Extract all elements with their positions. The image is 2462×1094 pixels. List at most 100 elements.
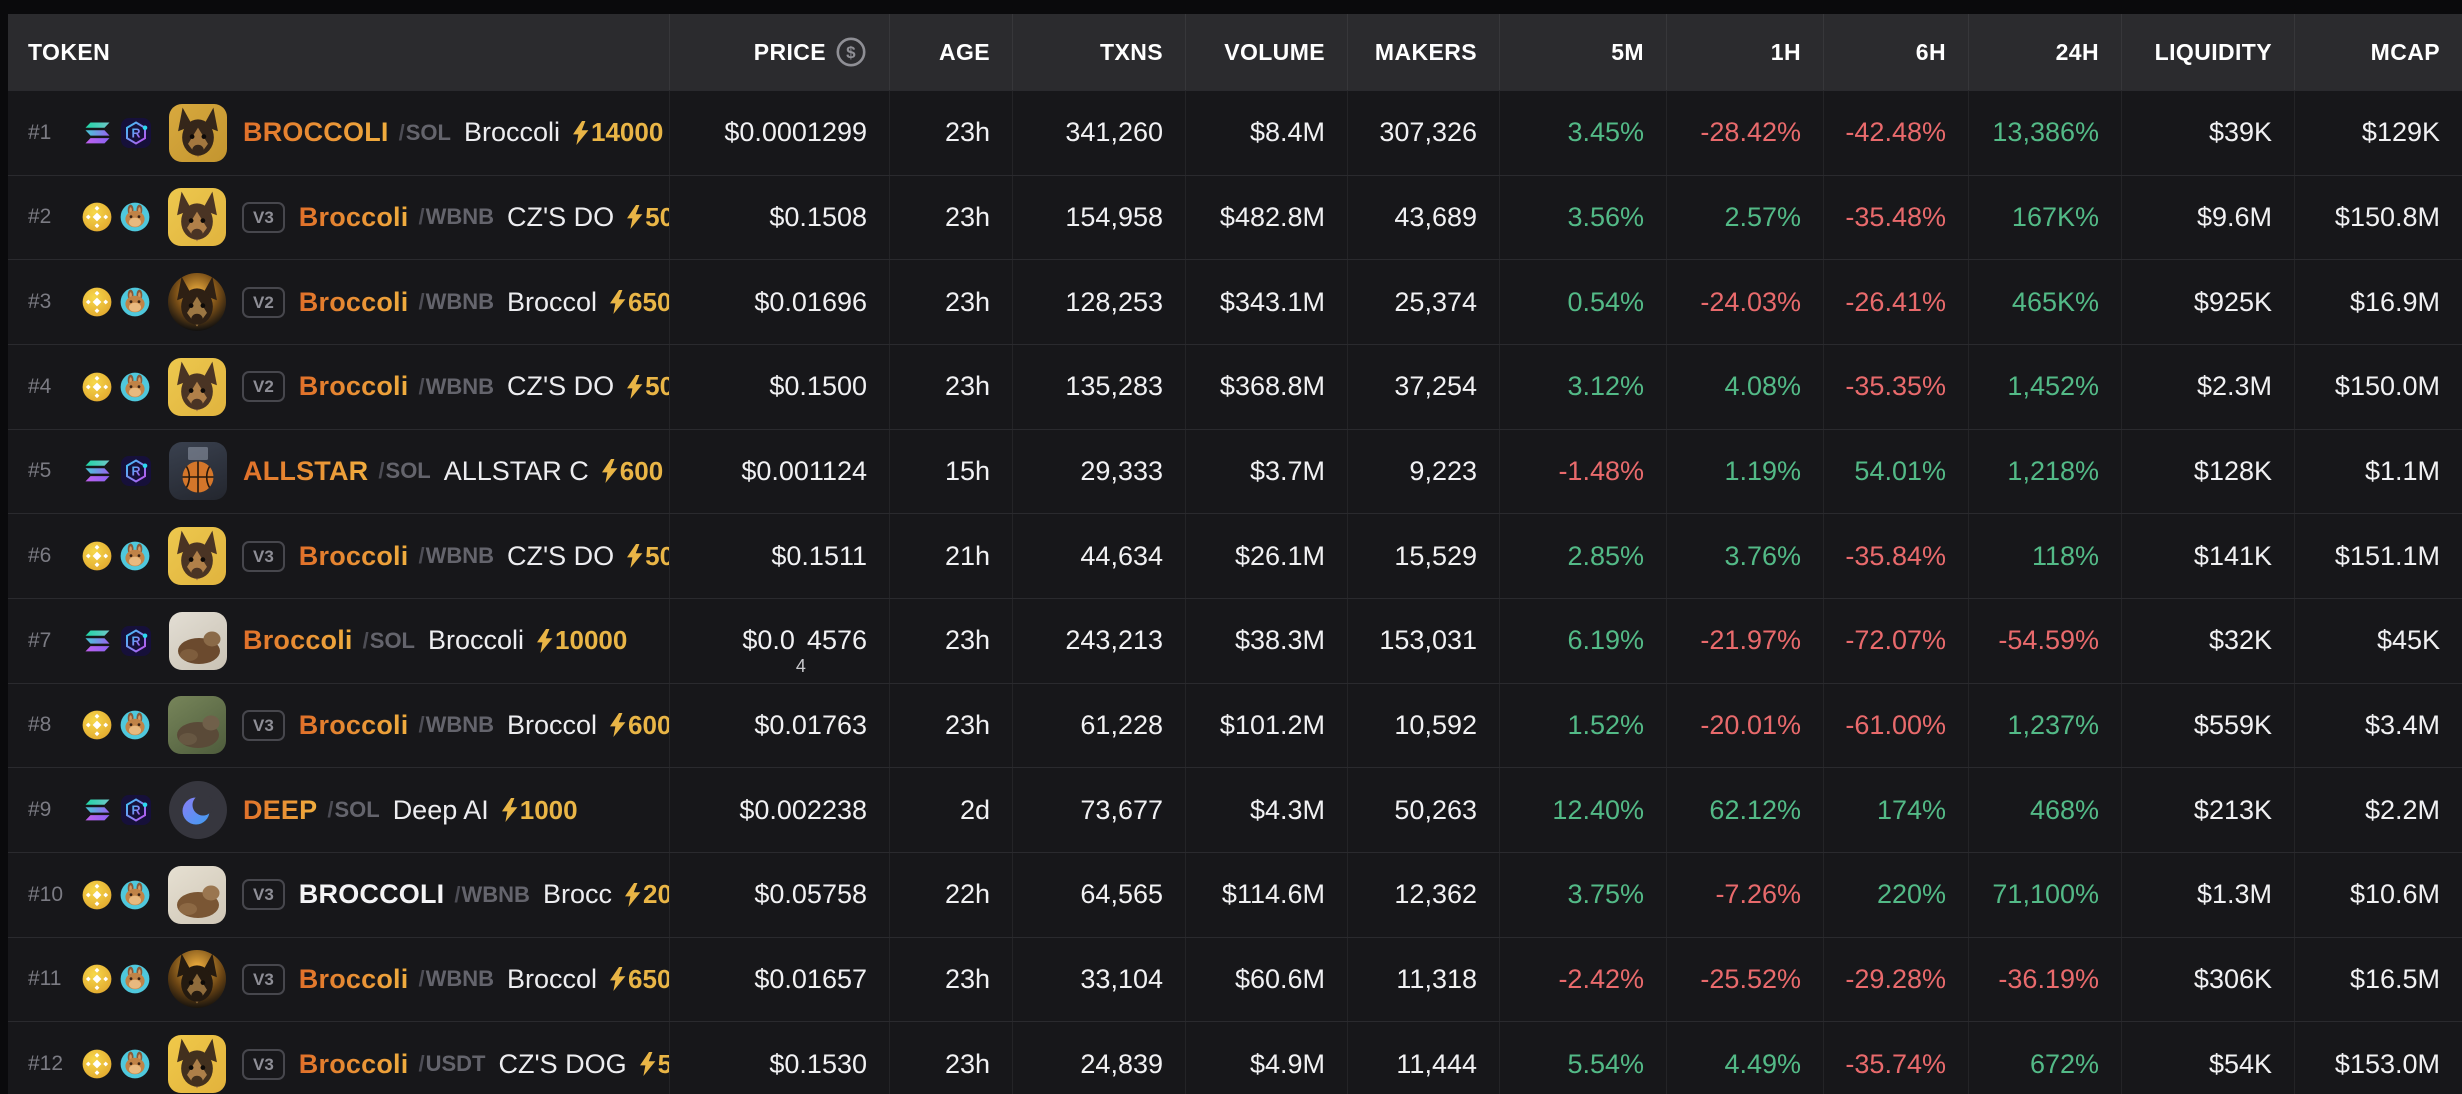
quote-token: /SOL xyxy=(399,120,451,146)
header-txns[interactable]: TXNS xyxy=(1013,14,1186,90)
quote-token-label: USDT xyxy=(425,1051,486,1077)
change-1h-cell-value: -20.01% xyxy=(1700,709,1801,740)
header-liquidity[interactable]: LIQUIDITY xyxy=(2122,14,2295,90)
change-1h-cell-value: -25.52% xyxy=(1700,963,1801,994)
boost-badge[interactable]: 200 xyxy=(624,879,669,910)
makers-cell: 37,254 xyxy=(1348,344,1500,429)
mcap-cell-value: $129K xyxy=(2361,117,2440,148)
change-24h-cell: 118% xyxy=(1969,514,2122,598)
header-price[interactable]: PRICE $ xyxy=(670,14,890,90)
boost-badge[interactable]: 500 xyxy=(639,1049,669,1080)
txns-cell: 64,565 xyxy=(1013,852,1186,937)
txns-cell-value: 135,283 xyxy=(1065,371,1163,402)
change-6h-cell-value: -61.00% xyxy=(1845,709,1946,740)
token-row[interactable]: #9 R DEEP/SOL Deep AI 1000 $0.002238 2d 73,67… xyxy=(8,767,2462,852)
header-6h[interactable]: 6H xyxy=(1824,14,1969,90)
makers-cell: 307,326 xyxy=(1348,91,1500,175)
token-rank: #7 xyxy=(28,628,52,652)
makers-cell-value: 9,223 xyxy=(1409,455,1477,486)
token-row[interactable]: #3 V2 Broccoli/WBNB Broccol 650 $0.01696 23h 1… xyxy=(8,259,2462,344)
token-symbol: BROCCOLI xyxy=(298,879,445,910)
header-token[interactable]: TOKEN xyxy=(8,14,670,90)
change-6h-cell: -26.41% xyxy=(1824,260,1969,344)
boost-badge[interactable]: 500 xyxy=(626,202,669,233)
header-1h[interactable]: 1H xyxy=(1667,14,1824,90)
token-avatar xyxy=(168,865,226,924)
boost-amount: 600 xyxy=(628,709,670,740)
token-row[interactable]: #8 V3 Broccoli/WBNB Broccol 600 $0.01763 23h 6… xyxy=(8,682,2462,768)
token-row[interactable]: #1 R BROCCOLI/SOL Broccoli 14000 $0.0001299… xyxy=(8,90,2462,175)
change-24h-cell: 1,237% xyxy=(1969,683,2122,768)
boost-badge[interactable]: 10000 xyxy=(536,625,627,656)
boost-badge[interactable]: 500 xyxy=(626,371,669,402)
boost-badge[interactable]: 14000 xyxy=(572,117,663,148)
change-6h-cell: -35.35% xyxy=(1824,344,1969,429)
pancakeswap-dex-icon xyxy=(120,287,150,317)
pool-version-badge: V3 xyxy=(242,963,285,995)
liquidity-cell: $559K xyxy=(2122,683,2295,768)
mcap-cell-value: $153.0M xyxy=(2334,1048,2440,1079)
volume-cell-value: $4.9M xyxy=(1249,1048,1325,1079)
boost-badge[interactable]: 500 xyxy=(626,541,669,572)
header-24h[interactable]: 24H xyxy=(1969,14,2122,90)
price-main: $0.1500 xyxy=(769,371,867,402)
boost-badge[interactable]: 600 xyxy=(609,709,670,741)
age-cell: 23h xyxy=(890,175,1013,260)
boost-badge[interactable]: 650 xyxy=(609,287,669,318)
change-5m-cell-value: 2.85% xyxy=(1567,540,1644,571)
age-cell-value: 23h xyxy=(944,117,990,148)
token-row[interactable]: #11 V3 Broccoli/WBNB Broccol 650 $0.01657 23h… xyxy=(8,936,2462,1022)
header-makers[interactable]: MAKERS xyxy=(1348,14,1500,90)
pancakeswap-dex-icon xyxy=(120,880,150,910)
change-5m-cell: 3.12% xyxy=(1500,344,1667,429)
quote-token: /WBNB xyxy=(418,204,494,230)
quote-token-label: WBNB xyxy=(425,289,494,315)
token-rank: #2 xyxy=(28,205,52,229)
price-cell: $0.1508 xyxy=(670,175,890,260)
change-5m-cell-value: 3.75% xyxy=(1567,879,1644,910)
token-avatar xyxy=(168,950,226,1009)
token-row[interactable]: #7 R Broccoli/SOL Broccoli 10000 $0.0 4 4576 2… xyxy=(8,597,2462,683)
liquidity-cell: $39K xyxy=(2122,91,2295,175)
txns-cell: 24,839 xyxy=(1013,1022,1186,1094)
price-cell: $0.002238 xyxy=(670,768,890,852)
mcap-cell: $2.2M xyxy=(2295,768,2462,852)
header-age[interactable]: AGE xyxy=(890,14,1013,90)
token-row[interactable]: #5 R ALLSTAR/SOL ALLSTAR C 600 $0.001124 15… xyxy=(8,428,2462,514)
header-5m[interactable]: 5M xyxy=(1500,14,1667,90)
change-24h-cell: 672% xyxy=(1969,1022,2122,1094)
boost-badge[interactable]: 1000 xyxy=(501,795,578,826)
price-cell: $0.1511 xyxy=(670,514,890,598)
header-mcap[interactable]: MCAP xyxy=(2295,14,2462,90)
header-txns-label: TXNS xyxy=(1100,38,1163,65)
price-cell: $0.01696 xyxy=(670,260,890,344)
token-avatar xyxy=(169,442,227,501)
boost-badge[interactable]: 600 xyxy=(601,456,663,487)
change-1h-cell: -24.03% xyxy=(1667,260,1824,344)
header-makers-label: MAKERS xyxy=(1374,38,1477,65)
header-volume[interactable]: VOLUME xyxy=(1186,14,1348,90)
quote-token-label: SOL xyxy=(385,458,431,484)
boost-amount: 500 xyxy=(658,1049,669,1080)
change-5m-cell-value: 3.56% xyxy=(1567,201,1644,232)
change-6h-cell-value: 174% xyxy=(1876,794,1946,825)
boost-badge[interactable]: 650 xyxy=(609,964,669,995)
txns-cell: 61,228 xyxy=(1013,683,1186,768)
pool-version-badge: V3 xyxy=(242,709,285,741)
change-5m-cell-value: 12.40% xyxy=(1552,794,1644,825)
token-symbol: Broccoli xyxy=(298,963,409,994)
quote-token: /WBNB xyxy=(418,966,494,992)
token-cell: #1 R BROCCOLI/SOL Broccoli 14000 xyxy=(8,91,670,175)
change-1h-cell-value: 3.76% xyxy=(1724,540,1801,571)
price-main: $0.1530 xyxy=(769,1048,867,1079)
token-row[interactable]: #10 V3BROCCOLI/WBNBBrocc200$0.0575822h64… xyxy=(8,851,2462,937)
liquidity-cell: $1.3M xyxy=(2122,852,2295,937)
slash: / xyxy=(418,204,425,230)
makers-cell-value: 153,031 xyxy=(1379,625,1477,656)
